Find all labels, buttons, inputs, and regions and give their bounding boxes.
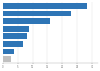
Bar bbox=[3, 18, 50, 24]
Bar bbox=[3, 49, 14, 54]
Bar bbox=[3, 33, 27, 39]
Bar bbox=[3, 41, 23, 47]
Bar bbox=[3, 26, 29, 32]
Bar bbox=[3, 3, 87, 9]
Bar bbox=[3, 56, 11, 62]
Bar bbox=[3, 11, 71, 16]
